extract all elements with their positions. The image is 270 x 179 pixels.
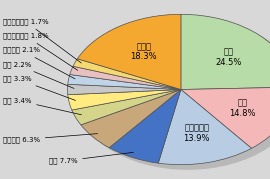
Text: 台湾 3.3%: 台湾 3.3% [3, 76, 76, 100]
Text: インドネシア 1.7%: インドネシア 1.7% [3, 18, 81, 63]
Wedge shape [68, 84, 181, 95]
Wedge shape [72, 90, 181, 125]
Text: タイ 3.4%: タイ 3.4% [3, 97, 82, 115]
Wedge shape [181, 87, 270, 148]
Wedge shape [109, 90, 181, 163]
Text: イギリス 2.1%: イギリス 2.1% [3, 47, 75, 79]
Text: 中国
14.8%: 中国 14.8% [230, 99, 256, 118]
Text: ブラジル 6.3%: ブラジル 6.3% [3, 134, 97, 143]
Wedge shape [77, 14, 181, 90]
Text: シンガポール 1.8%: シンガポール 1.8% [3, 33, 78, 70]
Text: 韓国 7.7%: 韓国 7.7% [49, 152, 133, 164]
Wedge shape [68, 74, 181, 90]
Wedge shape [73, 59, 181, 90]
Wedge shape [68, 90, 181, 110]
Text: フィリピン
13.9%: フィリピン 13.9% [184, 124, 210, 143]
Circle shape [74, 19, 270, 169]
Wedge shape [158, 90, 252, 165]
Wedge shape [81, 90, 181, 148]
Wedge shape [181, 14, 270, 90]
Text: 米国
24.5%: 米国 24.5% [215, 47, 241, 67]
Text: 香港 2.2%: 香港 2.2% [3, 61, 74, 88]
Text: その他
18.3%: その他 18.3% [131, 42, 157, 61]
Wedge shape [70, 66, 181, 90]
